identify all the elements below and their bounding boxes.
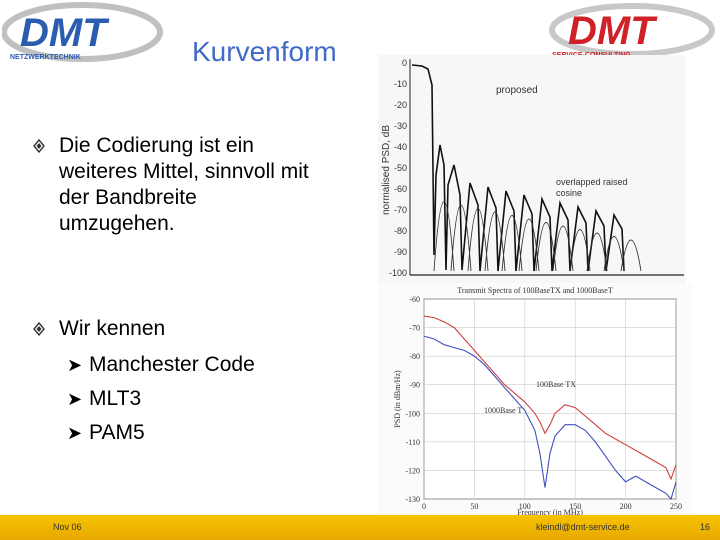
ytick-label: -130 bbox=[405, 495, 420, 504]
sub-item-label: PAM5 bbox=[89, 421, 145, 444]
dmt-logo-left: DMT NETZWERKTECHNIK bbox=[1, 2, 167, 68]
annotation-1000baset: 1000Base T bbox=[484, 406, 522, 415]
sub-item-label: Manchester Code bbox=[89, 353, 255, 376]
psd-ytick-label: -10 bbox=[394, 79, 407, 89]
page-number: 16 bbox=[700, 522, 711, 532]
spectra-chart: Transmit Spectra of 100BaseTX and 1000Ba… bbox=[378, 283, 692, 518]
psd-ytick-label: -40 bbox=[394, 142, 407, 152]
series-line-100basetx bbox=[423, 315, 677, 481]
series-line-1000baset bbox=[423, 335, 677, 501]
diamond-bullet-icon bbox=[33, 322, 45, 336]
sub-item-label: MLT3 bbox=[89, 387, 142, 410]
footer-email: kleindl@dmt-service.de bbox=[536, 522, 630, 532]
sub-list-item: ➤ MLT3 bbox=[67, 382, 255, 416]
psd-ytick-label: -30 bbox=[394, 121, 407, 131]
psd-ylabel: normalised PSD, dB bbox=[381, 125, 392, 215]
psd-ytick-label: -50 bbox=[394, 163, 407, 173]
psd-ytick-label: -70 bbox=[394, 205, 407, 215]
annotation-100basetx: 100Base TX bbox=[536, 380, 576, 389]
psd-ytick-label: -100 bbox=[389, 268, 407, 278]
psd-ytick-label: -20 bbox=[394, 100, 407, 110]
xtick-label: 50 bbox=[470, 502, 478, 511]
arrow-bullet-icon: ➤ bbox=[67, 389, 83, 409]
bullet-item: Die Codierung ist ein weiteres Mittel, s… bbox=[32, 133, 362, 273]
footer-date: Nov 06 bbox=[53, 522, 82, 532]
ytick-label: -100 bbox=[405, 409, 420, 418]
arrow-bullet-icon: ➤ bbox=[67, 423, 83, 443]
psd-ytick-label: -80 bbox=[394, 226, 407, 236]
xtick-label: 100 bbox=[519, 502, 531, 511]
ytick-label: -90 bbox=[409, 381, 420, 390]
xtick-label: 250 bbox=[670, 502, 682, 511]
psd-ytick-label: -90 bbox=[394, 247, 407, 257]
xtick-label: 0 bbox=[422, 502, 426, 511]
ytick-label: -80 bbox=[409, 352, 420, 361]
ytick-label: -110 bbox=[406, 438, 420, 447]
slide-title: Kurvenform bbox=[192, 36, 337, 67]
bullet-text: Die Codierung ist ein weiteres Mittel, s… bbox=[59, 134, 309, 235]
logo-right-text: DMT bbox=[568, 9, 658, 53]
logo-left-text: DMT bbox=[20, 11, 110, 55]
dmt-logo-right: DMT SERVICE-CONSULTING bbox=[548, 2, 716, 62]
psd-annotation-proposed: proposed bbox=[496, 85, 538, 96]
psd-figure: 0 -10 -20 -30 -40 -50 -60 -70 -80 -90 -100 normali… bbox=[378, 55, 686, 287]
ytick-label: -60 bbox=[409, 295, 420, 304]
xtick-label: 150 bbox=[569, 502, 581, 511]
xtick-label: 200 bbox=[620, 502, 632, 511]
psd-annotation-raised-cosine: overlapped raised cosine bbox=[556, 177, 628, 198]
ytick-label: -70 bbox=[409, 324, 420, 333]
bullet-text: Wir kennen bbox=[59, 317, 166, 340]
chart-title: Transmit Spectra of 100BaseTX and 1000Ba… bbox=[457, 286, 613, 295]
ytick-label: -120 bbox=[405, 466, 420, 475]
sub-list-item: ➤ PAM5 bbox=[67, 416, 255, 450]
sub-list: ➤ Manchester Code ➤ MLT3 ➤ PAM5 bbox=[67, 348, 255, 450]
footer-bar: Nov 06 kleindl@dmt-service.de 16 bbox=[0, 515, 720, 540]
arrow-bullet-icon: ➤ bbox=[67, 355, 83, 375]
diamond-bullet-icon bbox=[33, 139, 45, 153]
psd-ytick-label: 0 bbox=[402, 58, 407, 68]
logo-left-subtitle: NETZWERKTECHNIK bbox=[10, 54, 81, 61]
chart-xlabel: Frequency (in MHz) bbox=[517, 508, 583, 517]
plot-area bbox=[423, 298, 677, 500]
psd-ytick-label: -60 bbox=[394, 184, 407, 194]
bullet-item: Wir kennen bbox=[32, 316, 362, 346]
sub-list-item: ➤ Manchester Code bbox=[67, 348, 255, 382]
chart-ylabel: PSD (in dBm/Hz) bbox=[393, 370, 402, 428]
